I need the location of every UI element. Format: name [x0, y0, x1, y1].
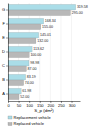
- grid: [8, 3, 72, 101]
- tick: A: [2, 91, 8, 96]
- tick: 200: [48, 101, 55, 108]
- legend-label: Replacement vehicle: [14, 115, 52, 120]
- data-label: 155.00: [42, 25, 53, 29]
- tick-label: 50: [17, 103, 22, 108]
- tick-mark: [6, 66, 8, 67]
- y-axis: A B C D E F G: [2, 4, 9, 102]
- x-axis-title: S_p (dm²): [34, 108, 54, 113]
- bar: [8, 52, 29, 58]
- data-label: 61.98: [22, 89, 31, 93]
- tick-mark: [6, 52, 8, 53]
- legend-swatch: [8, 123, 12, 126]
- tick: B: [2, 77, 8, 82]
- data-label: 100.00: [30, 53, 41, 57]
- bar: [8, 88, 21, 94]
- tick-label: A: [2, 91, 5, 96]
- data-label: 113.62: [33, 47, 44, 51]
- tick-label: 300: [69, 103, 76, 108]
- tick-label: C: [2, 63, 5, 68]
- tick: 100: [26, 101, 33, 108]
- x-axis: 0 50 100 150 200250 300: [7, 101, 80, 108]
- grid-line: [50, 3, 51, 101]
- tick: D: [2, 49, 8, 54]
- tick: 0: [7, 101, 10, 108]
- data-label: 319.58: [77, 5, 88, 9]
- tick-label: 100: [26, 103, 33, 108]
- legend-label: Replaced vehicle: [14, 121, 45, 126]
- tick: 250: [58, 101, 65, 108]
- tick-mark: [6, 94, 8, 95]
- legend-item: Replacement vehicle: [8, 115, 51, 120]
- data-label: 295.00: [72, 11, 83, 15]
- data-label: 145.01: [40, 33, 51, 37]
- tick: E: [2, 35, 8, 40]
- bar: [8, 60, 29, 66]
- bar: [8, 32, 39, 38]
- tick-label: D: [2, 49, 5, 54]
- tick: F: [3, 21, 8, 26]
- tick: 150: [37, 101, 44, 108]
- legend: Replacement vehicleReplaced vehicle: [8, 115, 51, 127]
- bar: [8, 38, 36, 44]
- tick-label: 0: [7, 103, 10, 108]
- plot: 61.98 83.19 98.98 113.62 145.01 168.34 319.58 5…: [2, 3, 88, 126]
- bar: [8, 66, 26, 72]
- data-labels: 61.98 83.19 98.98 113.62 145.01 168.34 319.58 5…: [20, 5, 88, 99]
- tick: 300: [69, 101, 76, 108]
- bar: [8, 46, 32, 52]
- data-label: 52.00: [20, 95, 29, 99]
- tick-label: 250: [58, 103, 65, 108]
- bar: [8, 4, 76, 10]
- tick: C: [2, 63, 8, 68]
- bars: [8, 4, 76, 99]
- tick-label: E: [2, 35, 5, 40]
- bar: [8, 80, 24, 86]
- grid-line: [71, 3, 72, 101]
- data-label: 74.00: [25, 81, 34, 85]
- data-label: 87.00: [28, 67, 37, 71]
- bar: [8, 18, 44, 24]
- legend-item: Replaced vehicle: [8, 121, 45, 126]
- tick-mark: [6, 10, 8, 11]
- legend-swatch: [8, 116, 12, 119]
- tick-label: G: [2, 7, 5, 12]
- tick-mark: [6, 24, 8, 25]
- grid-line: [60, 3, 61, 101]
- tick-label: B: [2, 77, 5, 82]
- tick-label: F: [3, 21, 6, 26]
- tick: 50: [17, 101, 22, 108]
- tick-mark: [6, 80, 8, 81]
- axis-line: [8, 4, 9, 102]
- data-label: 168.34: [45, 19, 56, 23]
- data-label: 83.19: [27, 75, 36, 79]
- bar: [8, 74, 26, 80]
- tick-mark: [6, 38, 8, 39]
- chart: 61.98 83.19 98.98 113.62 145.01 168.34 319.58 5…: [0, 0, 100, 131]
- bar: [8, 24, 41, 30]
- tick: G: [2, 7, 8, 12]
- data-label: 98.98: [30, 61, 39, 65]
- data-label: 132.00: [37, 39, 48, 43]
- bar: [8, 94, 19, 100]
- bar: [8, 10, 70, 16]
